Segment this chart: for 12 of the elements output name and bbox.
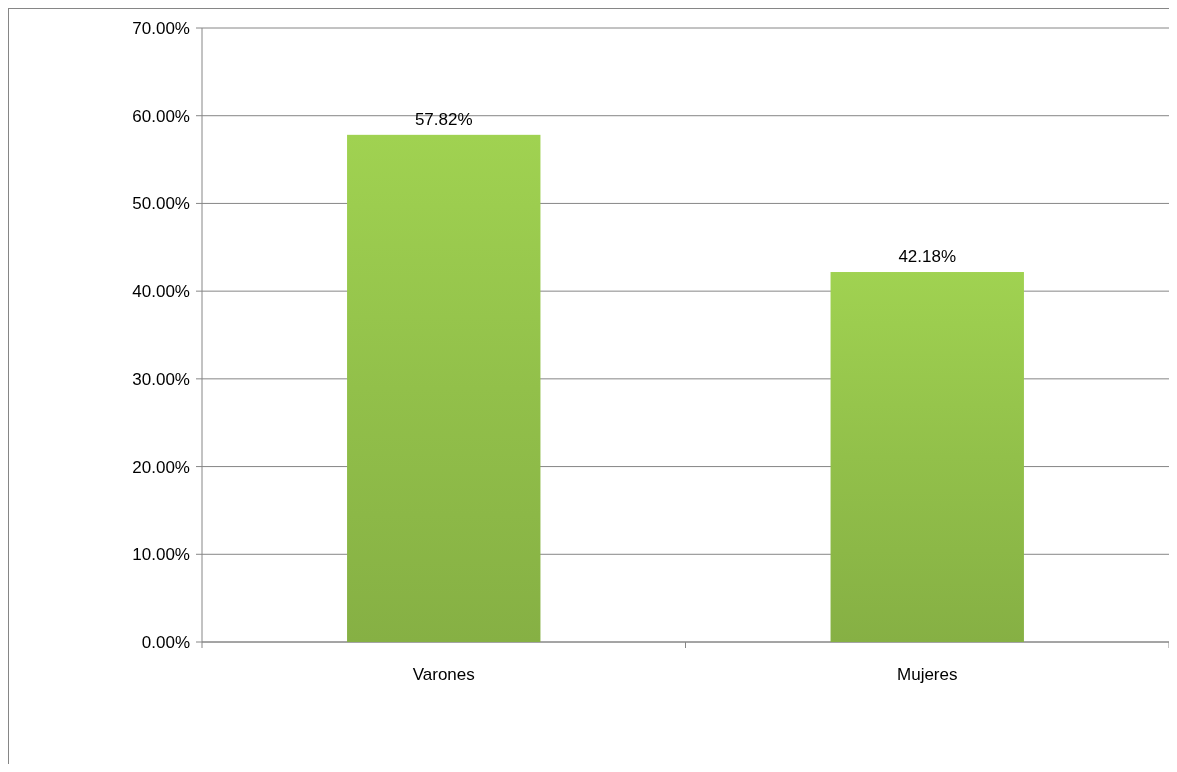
x-tick-label: Mujeres <box>897 665 958 684</box>
y-tick-label: 0.00% <box>141 632 190 652</box>
y-tick-label: 60.00% <box>132 106 190 126</box>
y-tick-label: 50.00% <box>132 194 190 214</box>
y-tick-label: 70.00% <box>132 18 190 38</box>
x-tick-label: Varones <box>412 665 475 684</box>
data-label: 57.82% <box>414 109 473 129</box>
y-tick-label: 20.00% <box>132 457 190 477</box>
y-tick-label: 40.00% <box>132 282 190 302</box>
y-tick-label: 10.00% <box>132 545 190 565</box>
data-label: 42.18% <box>898 247 957 267</box>
y-tick-label: 30.00% <box>132 369 190 389</box>
